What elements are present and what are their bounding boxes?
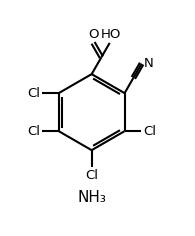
- Text: HO: HO: [100, 28, 121, 41]
- Text: O: O: [88, 28, 98, 41]
- Text: Cl: Cl: [27, 125, 40, 138]
- Text: Cl: Cl: [143, 125, 156, 138]
- Text: Cl: Cl: [85, 169, 98, 182]
- Text: Cl: Cl: [27, 87, 40, 100]
- Text: N: N: [144, 57, 154, 70]
- Text: NH₃: NH₃: [77, 190, 106, 206]
